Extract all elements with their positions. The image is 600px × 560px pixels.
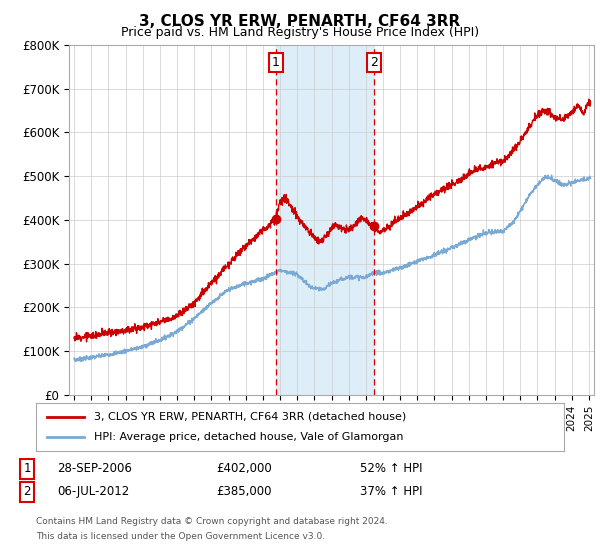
Text: 2: 2 — [370, 56, 379, 69]
Text: £402,000: £402,000 — [216, 462, 272, 475]
Text: 28-SEP-2006: 28-SEP-2006 — [57, 462, 132, 475]
Text: 2: 2 — [23, 485, 31, 498]
Text: 37% ↑ HPI: 37% ↑ HPI — [360, 485, 422, 498]
Text: 1: 1 — [23, 462, 31, 475]
Text: HPI: Average price, detached house, Vale of Glamorgan: HPI: Average price, detached house, Vale… — [94, 432, 404, 442]
Text: 52% ↑ HPI: 52% ↑ HPI — [360, 462, 422, 475]
Text: This data is licensed under the Open Government Licence v3.0.: This data is licensed under the Open Gov… — [36, 532, 325, 541]
Text: 1: 1 — [272, 56, 280, 69]
Text: 3, CLOS YR ERW, PENARTH, CF64 3RR: 3, CLOS YR ERW, PENARTH, CF64 3RR — [139, 14, 461, 29]
Text: 06-JUL-2012: 06-JUL-2012 — [57, 485, 129, 498]
Text: 3, CLOS YR ERW, PENARTH, CF64 3RR (detached house): 3, CLOS YR ERW, PENARTH, CF64 3RR (detac… — [94, 412, 406, 422]
Text: Contains HM Land Registry data © Crown copyright and database right 2024.: Contains HM Land Registry data © Crown c… — [36, 516, 388, 526]
Text: £385,000: £385,000 — [216, 485, 271, 498]
Bar — [276, 45, 374, 395]
Text: Price paid vs. HM Land Registry's House Price Index (HPI): Price paid vs. HM Land Registry's House … — [121, 26, 479, 39]
